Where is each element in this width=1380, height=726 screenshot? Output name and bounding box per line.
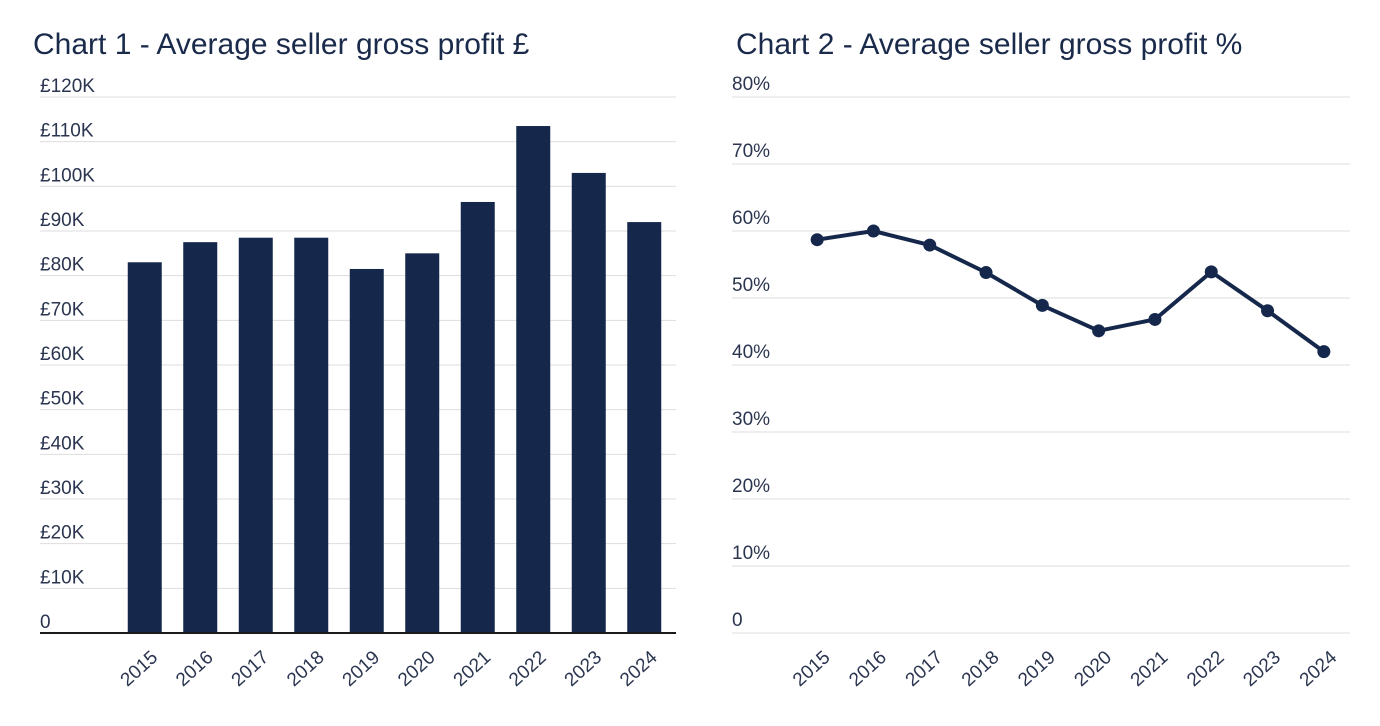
chart1-x-tick-label: 2021: [450, 647, 495, 691]
chart1-title: Chart 1 - Average seller gross profit £: [33, 28, 530, 61]
chart2-series-line: [816, 229, 1325, 354]
chart2-x-tick-label: 2022: [1183, 647, 1228, 691]
chart1-y-tick-label: £100K: [40, 165, 95, 186]
chart2-x-tick-label: 2019: [1014, 647, 1059, 691]
chart1-y-tick-label: £50K: [40, 389, 85, 410]
chart2-title: Chart 2 - Average seller gross profit %: [736, 28, 1242, 61]
chart1-y-ticks: 0 £10K £20K £30K £40K £50K £60K £70K £80K £90K £10…: [40, 76, 95, 633]
chart2-x-tick-label: 2020: [1071, 647, 1116, 691]
chart1-x-tick-label: 2018: [283, 647, 328, 691]
chart1-x-ticks: 2015 2016 2017 2018 2019 2020 2021 2022 2023 2024: [117, 647, 662, 691]
chart1-bar-2024: [627, 222, 662, 634]
chart2-y-tick-label: 80%: [732, 74, 770, 95]
chart2-y-tick-label: 50%: [732, 275, 770, 296]
chart2-x-tick-label: 2023: [1239, 647, 1284, 691]
chart2-point-2020: [1092, 324, 1106, 338]
chart2-x-tick-label: 2017: [902, 647, 947, 691]
chart1-bar-2020: [405, 253, 440, 634]
chart2-point-2017: [923, 238, 937, 252]
chart2-point-2015: [810, 233, 824, 247]
chart1-x-tick-label: 2024: [616, 647, 662, 691]
chart1-y-tick-label: £20K: [40, 523, 85, 544]
chart1-y-tick-label: £120K: [40, 76, 95, 97]
chart2-point-2018: [979, 266, 993, 280]
chart1-bar-2019: [349, 268, 384, 633]
chart1-y-tick-label: 0: [40, 612, 51, 633]
chart1-x-tick-label: 2022: [505, 647, 550, 691]
chart2-point-2022: [1204, 265, 1218, 279]
chart2-point-2023: [1261, 304, 1275, 318]
chart1-y-tick-label: £70K: [40, 299, 85, 320]
chart1-y-tick-label: £90K: [40, 210, 85, 231]
chart2-gridlines: [732, 96, 1350, 634]
chart1-bar-2018: [294, 237, 329, 633]
chart2-point-2024: [1317, 345, 1331, 359]
chart1-x-tick-label: 2020: [394, 647, 439, 691]
chart1-bar-2017: [238, 237, 273, 633]
chart2-y-tick-label: 30%: [732, 409, 770, 430]
chart2-y-tick-label: 20%: [732, 476, 770, 497]
bar-chart-gross-profit-gbp: Chart 1 - Average seller gross profit £ …: [33, 28, 676, 691]
chart1-x-tick-label: 2023: [561, 647, 606, 691]
chart1-bar-2023: [571, 172, 606, 633]
chart1-y-tick-label: £110K: [40, 121, 94, 142]
chart1-bars: [127, 126, 662, 634]
chart2-point-2016: [866, 224, 880, 238]
chart2-points: [810, 224, 1331, 359]
chart1-x-tick-label: 2019: [339, 647, 384, 691]
chart2-point-2021: [1148, 312, 1162, 326]
chart2-x-tick-label: 2024: [1296, 647, 1342, 691]
chart1-y-tick-label: £30K: [40, 478, 85, 499]
chart2-x-tick-label: 2018: [958, 647, 1003, 691]
chart2-x-tick-label: 2016: [845, 647, 890, 691]
chart2-x-tick-label: 2021: [1127, 647, 1172, 691]
chart2-y-tick-label: 70%: [732, 141, 770, 162]
chart2-y-tick-label: 10%: [732, 543, 770, 564]
line-chart-gross-profit-pct: Chart 2 - Average seller gross profit % …: [732, 28, 1350, 691]
chart1-bar-2021: [460, 201, 495, 633]
chart2-x-tick-label: 2015: [789, 647, 834, 691]
chart1-y-tick-label: £40K: [40, 433, 85, 454]
chart1-x-tick-label: 2016: [172, 647, 217, 691]
chart1-bar-2022: [516, 126, 551, 634]
chart1-bar-2015: [127, 262, 162, 633]
chart1-x-tick-label: 2015: [117, 647, 162, 691]
chart1-bar-2016: [183, 242, 218, 633]
chart2-y-tick-label: 0: [732, 610, 743, 631]
chart2-x-ticks: 2015 2016 2017 2018 2019 2020 2021 2022 2023 2024: [789, 647, 1341, 691]
chart2-y-ticks: 0 10% 20% 30% 40% 50% 60% 70% 80%: [732, 74, 770, 631]
chart1-x-tick-label: 2017: [228, 647, 273, 691]
chart1-y-tick-label: £80K: [40, 255, 85, 276]
chart2-y-tick-label: 40%: [732, 342, 770, 363]
chart1-y-tick-label: £10K: [40, 567, 85, 588]
chart2-y-tick-label: 60%: [732, 208, 770, 229]
chart1-y-tick-label: £60K: [40, 344, 85, 365]
chart2-point-2019: [1035, 298, 1049, 312]
